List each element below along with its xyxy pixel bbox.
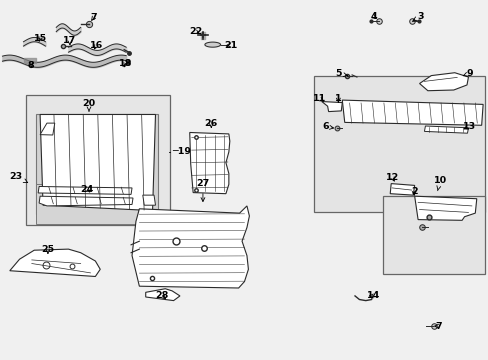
Text: 26: 26 (204, 120, 218, 129)
Polygon shape (204, 42, 220, 47)
Text: 6: 6 (322, 122, 333, 131)
Text: 17: 17 (63, 36, 77, 45)
Text: 23: 23 (9, 172, 28, 183)
Polygon shape (414, 196, 476, 220)
Text: 13: 13 (462, 122, 475, 131)
Polygon shape (342, 100, 482, 125)
Text: 20: 20 (82, 99, 95, 111)
Text: ─19: ─19 (172, 148, 191, 156)
Text: 27: 27 (196, 179, 209, 202)
Text: 10: 10 (433, 176, 446, 191)
Text: 16: 16 (90, 40, 103, 49)
Text: 1: 1 (334, 94, 341, 103)
Text: 7: 7 (90, 13, 97, 22)
Polygon shape (40, 114, 155, 211)
Text: 7: 7 (434, 322, 442, 330)
Polygon shape (189, 132, 229, 194)
Polygon shape (145, 289, 180, 301)
Text: 3: 3 (412, 12, 423, 21)
Text: 5: 5 (335, 69, 347, 78)
Polygon shape (39, 196, 133, 206)
Text: 28: 28 (155, 292, 169, 300)
Text: 4: 4 (369, 12, 376, 21)
Text: 8: 8 (27, 61, 34, 71)
Polygon shape (321, 102, 342, 112)
Text: 2: 2 (410, 187, 417, 196)
Polygon shape (389, 184, 414, 195)
Text: 25: 25 (41, 246, 54, 254)
Text: 9: 9 (462, 69, 472, 78)
Bar (314, 76, 484, 212)
Polygon shape (419, 73, 468, 91)
Text: 12: 12 (385, 173, 398, 181)
Text: 15: 15 (34, 34, 46, 43)
Polygon shape (38, 186, 132, 194)
Text: 24: 24 (80, 185, 94, 194)
Polygon shape (40, 123, 55, 135)
Polygon shape (142, 195, 155, 205)
Text: 22: 22 (188, 27, 202, 36)
Bar (26, 95, 169, 225)
Text: 18: 18 (119, 59, 132, 68)
Polygon shape (10, 249, 100, 276)
Bar (36, 184, 138, 224)
Text: 14: 14 (366, 292, 380, 300)
Bar (382, 196, 484, 274)
Text: 11: 11 (312, 94, 325, 103)
Bar (36, 114, 158, 214)
Text: 21: 21 (224, 40, 237, 49)
Polygon shape (424, 126, 468, 133)
Polygon shape (132, 206, 249, 288)
